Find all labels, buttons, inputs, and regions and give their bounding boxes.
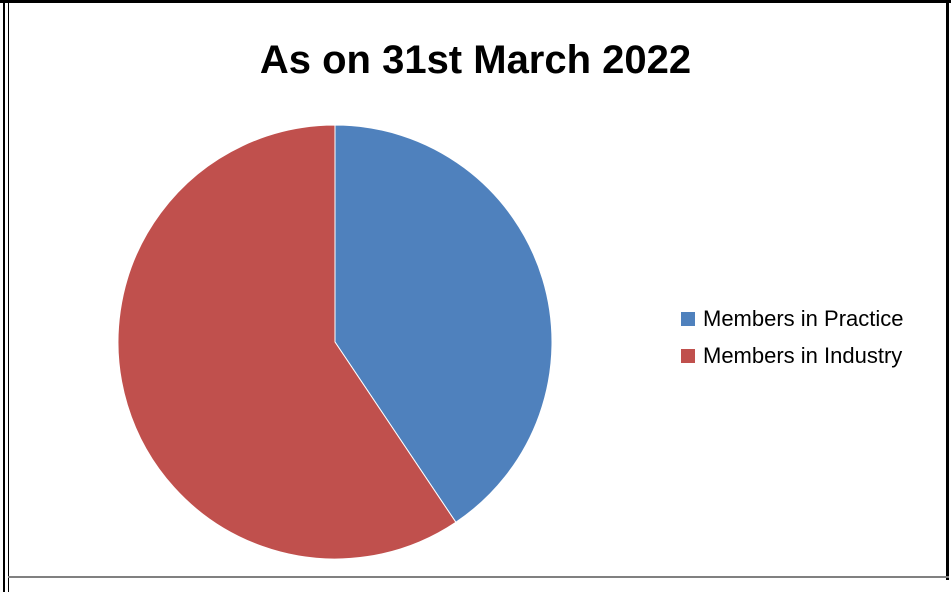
chart-title: As on 31st March 2022 — [259, 38, 692, 82]
pie-slice-members-in-practice — [334, 124, 553, 523]
legend-swatch-practice — [681, 312, 695, 326]
pie-slice-members-in-industry — [117, 124, 457, 560]
legend-swatch-industry — [681, 349, 695, 363]
legend-label-industry: Members in Industry — [703, 343, 903, 368]
legend-item-practice: Members in Practice — [681, 306, 904, 332]
frame-border-right — [946, 0, 949, 580]
frame-border-top — [0, 0, 951, 3]
frame-border-left-outer — [3, 0, 5, 592]
frame-border-bottom — [8, 576, 949, 578]
frame-border-left-inner — [8, 0, 9, 592]
legend-item-industry: Members in Industry — [681, 343, 902, 369]
pie-slices — [117, 124, 553, 560]
legend-label-practice: Members in Practice — [703, 306, 904, 331]
